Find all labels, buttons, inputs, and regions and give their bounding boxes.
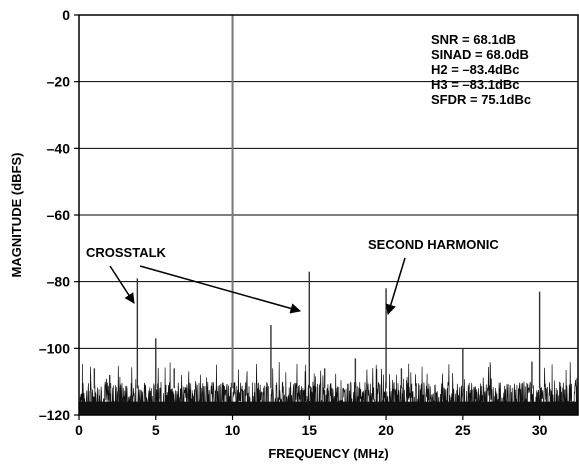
- stat-sfdr: SFDR = 75.1dBc: [431, 92, 531, 107]
- crosstalk-label: CROSSTALK: [86, 245, 167, 260]
- spectral-spurs: [93, 15, 541, 389]
- stat-snr: SNR = 68.1dB: [431, 32, 516, 47]
- y-tick-label: –20: [47, 74, 71, 90]
- x-tick-label: 10: [225, 422, 241, 438]
- x-tick-label: 5: [152, 422, 160, 438]
- second-harmonic-label: SECOND HARMONIC: [368, 237, 499, 252]
- stat-h3: H3 = –83.1dBc: [431, 77, 520, 92]
- annotations: CROSSTALK SECOND HARMONIC: [86, 237, 499, 316]
- noise-floor-fill: [79, 401, 578, 415]
- x-tick-label: 0: [75, 422, 83, 438]
- y-axis-label: MAGNITUDE (dBFS): [9, 153, 24, 278]
- y-tick-label: 0: [62, 7, 70, 23]
- y-tick-label: –100: [39, 340, 70, 356]
- axis-ticks: 0 –20 –40 –60 –80 –100 –120 0 5 10 15 20 25 30: [39, 7, 548, 438]
- x-tick-label: 30: [532, 422, 548, 438]
- y-tick-label: –40: [47, 140, 71, 156]
- stat-h2: H2 = –83.4dBc: [431, 62, 520, 77]
- y-tick-label: –60: [47, 207, 71, 223]
- x-axis-label: FREQUENCY (MHz): [268, 446, 388, 461]
- crosstalk-arrow-2: [139, 265, 302, 314]
- y-tick-label: –80: [47, 274, 71, 290]
- noise-floor: [78, 361, 579, 417]
- stat-sinad: SINAD = 68.0dB: [431, 47, 529, 62]
- x-tick-label: 25: [455, 422, 471, 438]
- crosstalk-arrow-1: [109, 265, 135, 304]
- statistics-block: SNR = 68.1dB SINAD = 68.0dB H2 = –83.4dB…: [431, 32, 531, 107]
- second-harmonic-arrow: [385, 257, 406, 316]
- x-tick-label: 20: [378, 422, 394, 438]
- x-tick-label: 15: [302, 422, 318, 438]
- gridlines: [79, 81, 578, 349]
- y-tick-label: –120: [39, 407, 70, 423]
